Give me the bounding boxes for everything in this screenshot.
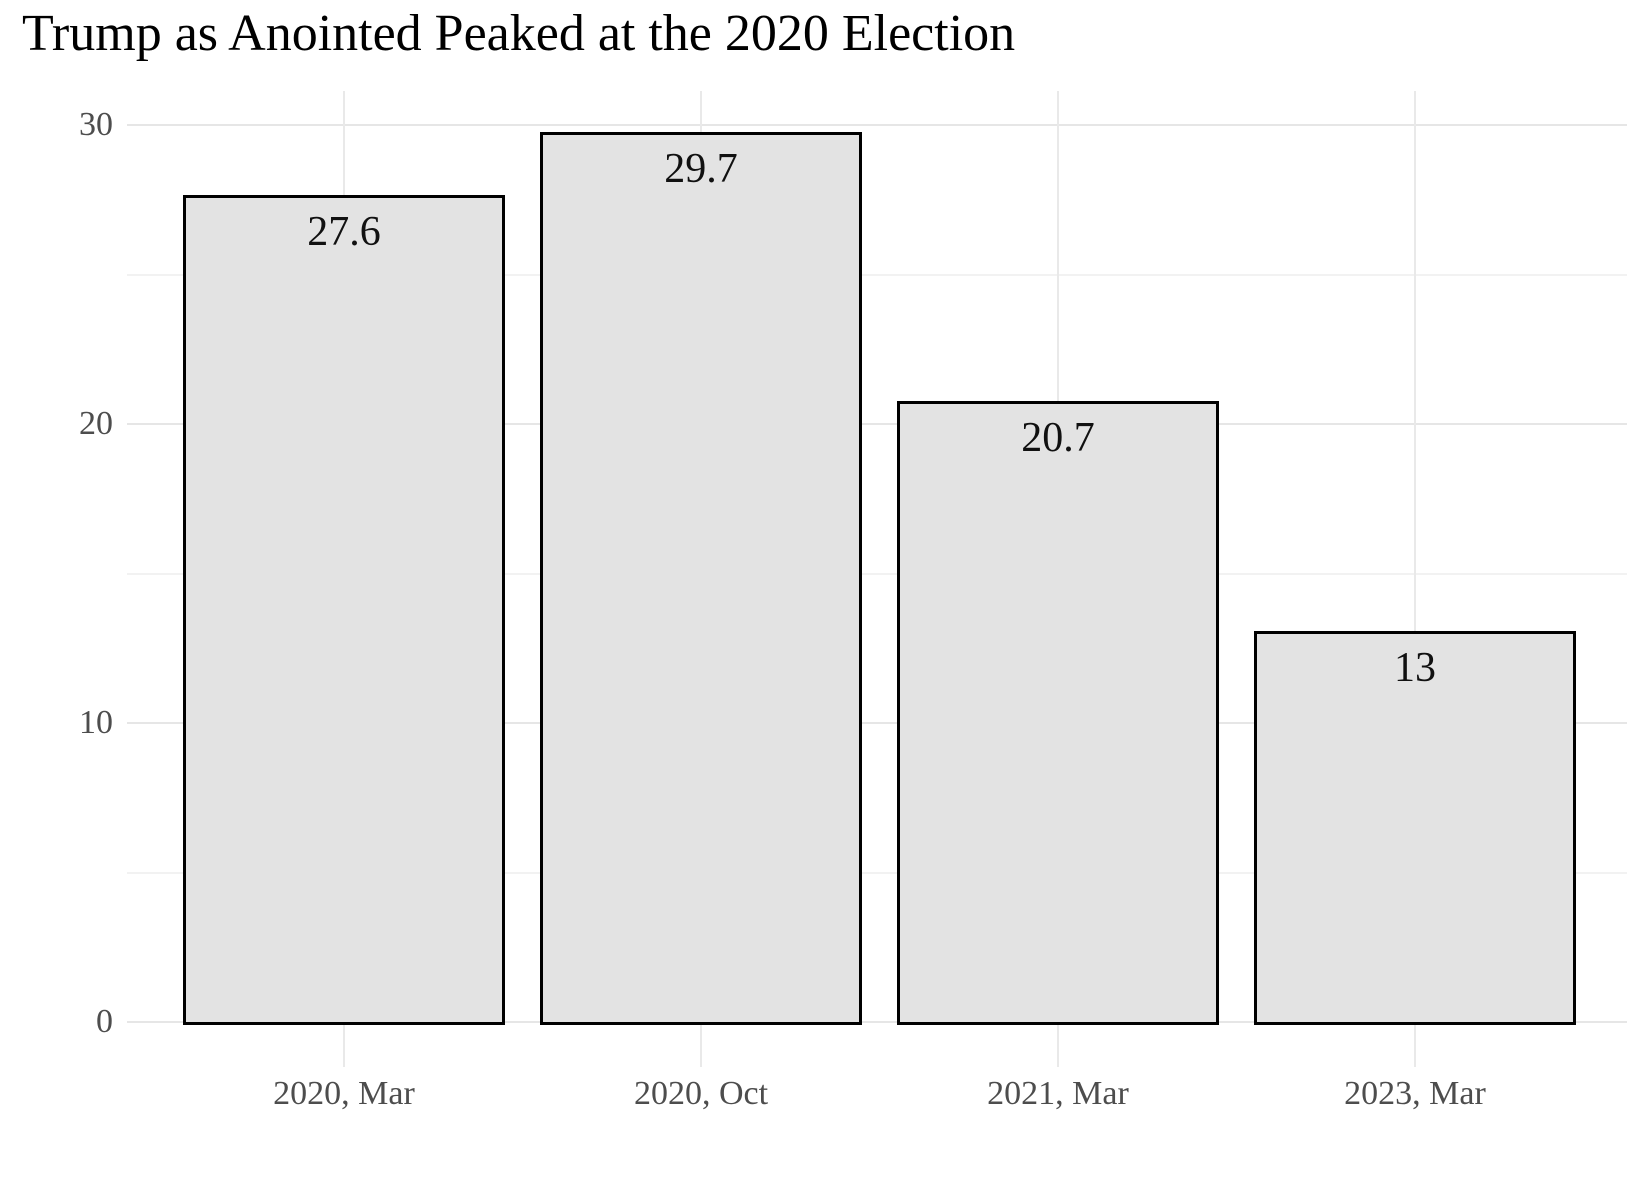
gridline-y-major [127,423,1627,425]
y-axis-tick-label: 0 [96,1003,113,1040]
bar [897,401,1219,1025]
x-axis-tick-label: 2023, Mar [1344,1075,1486,1112]
bar [183,194,505,1025]
gridline-y-minor [127,871,1627,874]
gridline-x-category [1414,91,1416,1067]
bar-value-label: 29.7 [664,145,738,192]
gridline-y-minor [127,572,1627,575]
y-axis-tick-label: 20 [79,405,113,442]
bar [540,131,862,1025]
y-axis-tick-label: 10 [79,704,113,741]
gridline-y-minor [127,273,1627,276]
gridline-y-major [127,722,1627,724]
gridline-y-major [127,124,1627,126]
bar-value-label: 13 [1394,645,1436,692]
x-axis-tick-label: 2020, Oct [633,1075,769,1112]
x-axis-tick-label: 2020, Mar [273,1075,415,1112]
gridline-y-major [127,1021,1627,1023]
chart-title: Trump as Anointed Peaked at the 2020 Ele… [22,5,1016,62]
bar-value-label: 27.6 [307,208,381,255]
bar [1254,631,1576,1025]
x-axis-tick-label: 2021, Mar [987,1075,1129,1112]
bar-value-label: 20.7 [1021,415,1095,462]
y-axis-tick-label: 30 [79,106,113,143]
